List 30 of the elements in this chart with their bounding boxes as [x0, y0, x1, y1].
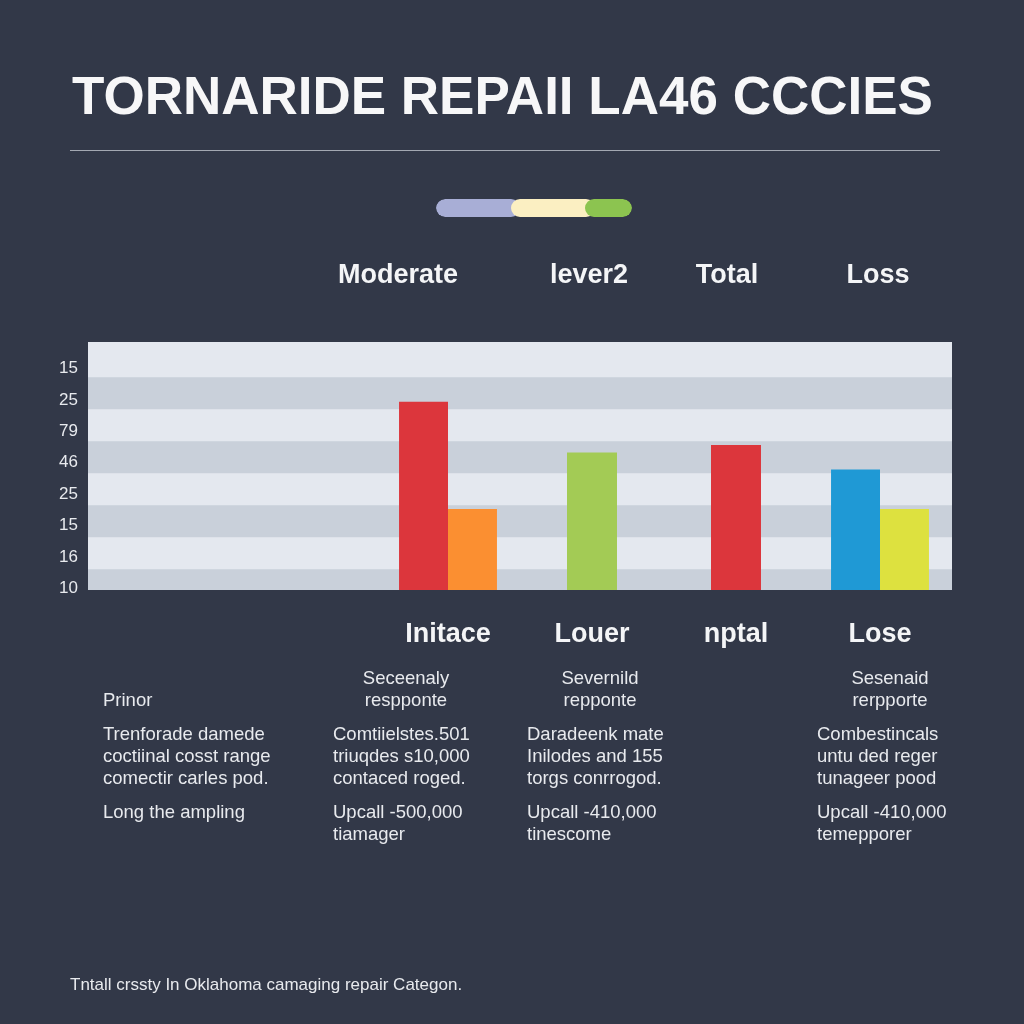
chart-title: TORNARIDE REPAII LA46 CCCIES [72, 66, 933, 126]
text: Prinor [103, 689, 154, 711]
x-tick-label: nptal [703, 617, 769, 648]
text: Total [695, 258, 759, 290]
text: Upcall -500,000 tiamager [333, 801, 464, 845]
text: Seceenaly respponte [361, 667, 451, 711]
text: 15 [59, 358, 78, 379]
text: Combestincals untu ded reger tunageer pood [817, 723, 940, 789]
text: Upcall -410,000 temepporer [817, 801, 948, 845]
text: 79 [59, 421, 78, 442]
text: Severnild repponte [560, 667, 640, 711]
text: 15 [59, 515, 78, 536]
text: 25 [59, 389, 78, 410]
text: Upcall -410,000 tinescome [527, 801, 658, 845]
x-tick-label: Initace [405, 617, 491, 648]
text: Comtiielstes.501 triuqdes s10,000 contaced roged. [333, 723, 471, 789]
text: Tntall crssty In Oklahoma camaging repair Categon. [70, 974, 463, 996]
x-tick-label: Lose [848, 617, 912, 648]
x-tick-label: Louer [554, 617, 630, 648]
text: Moderate [337, 258, 459, 290]
text: 25 [59, 483, 78, 504]
text: Daradeenk mate Inilodes and 155 torgs conrrogod. [527, 723, 665, 789]
text: 16 [59, 546, 78, 567]
text: lever2 [549, 258, 629, 290]
text: Trenforade damede coctiinal cosst range comectir carles pod. [103, 723, 272, 789]
text: 46 [59, 452, 78, 473]
text: Long the ampling [103, 801, 246, 823]
text: 10 [59, 578, 78, 598]
text: Sesenaid rerpporte [850, 667, 930, 711]
text: Loss [846, 258, 910, 290]
